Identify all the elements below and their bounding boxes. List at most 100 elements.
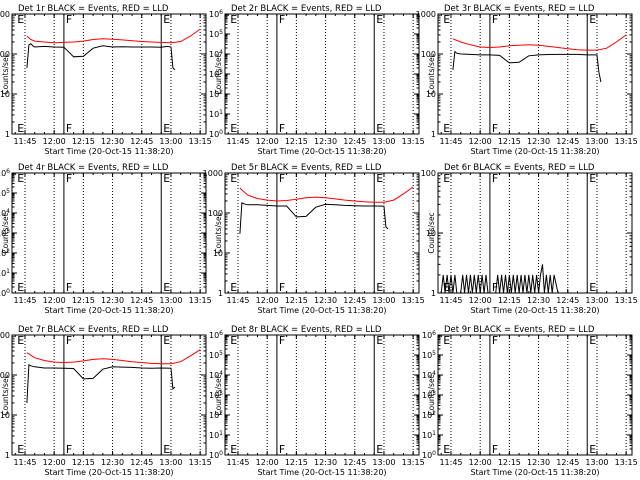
x-axis-label: Start Time (20-Oct-15 11:38:20) [44,468,173,477]
y-tick-label: 103 [209,69,223,79]
y-axis-label: Counts/sec [214,374,223,415]
lld-rate-line [26,28,201,44]
flag-marker-label: F [492,172,498,185]
panel-title: Det 1r BLACK = Events, RED = LLD [18,4,169,14]
panel-title: Det 7r BLACK = Events, RED = LLD [18,325,169,335]
flag-marker-label: F [492,281,498,294]
x-tick-label: 13:15 [615,296,638,305]
flag-marker-label: E [376,334,383,347]
y-tick-label: 105 [209,350,223,360]
x-tick-label: 13:15 [615,458,638,467]
x-tick-label: 13:00 [159,137,182,146]
y-tick-label: 106 [209,9,223,19]
y-tick-label: 100 [0,371,10,380]
x-tick-label: 12:15 [72,296,95,305]
x-tick-label: 13:00 [372,137,395,146]
y-axis-label: Counts/sec [1,374,10,415]
y-tick-label: 1 [218,289,223,298]
y-tick-label: 101 [209,430,223,440]
y-axis-label: Counts/sec [427,212,436,253]
x-tick-label: 13:15 [402,296,425,305]
lld-rate-line [26,349,201,365]
flag-marker-label: E [163,443,170,456]
x-tick-label: 11:45 [13,296,36,305]
events-rate-line [239,201,389,234]
y-tick-label: 100 [422,450,436,460]
flag-marker-label: E [17,172,24,185]
flag-marker-label: F [492,334,498,347]
y-tick-label: 105 [209,29,223,39]
x-tick-label: 12:45 [556,458,579,467]
flag-marker-label: E [163,281,170,294]
x-tick-label: 11:45 [439,137,462,146]
flag-marker-label: F [279,281,285,294]
y-tick-label: 100 [421,50,436,59]
x-tick-label: 13:00 [159,458,182,467]
x-tick-label: 11:45 [13,137,36,146]
x-tick-label: 12:00 [256,458,279,467]
y-tick-label: 10 [0,411,10,420]
y-tick-label: 10 [213,249,223,258]
flag-marker-label: F [66,122,72,135]
x-tick-label: 12:15 [285,296,308,305]
x-tick-label: 12:30 [101,458,124,467]
x-tick-label: 12:15 [498,458,521,467]
detector-panel: Det 8r BLACK = Events, RED = LLD Counts/s… [209,325,425,477]
y-tick-label: 100 [421,169,436,178]
y-axis-label: Counts/sec [214,212,223,253]
x-tick-label: 13:15 [402,458,425,467]
x-tick-label: 13:00 [585,458,608,467]
detector-panel: Det 1r BLACK = Events, RED = LLD Counts/s… [0,4,212,156]
flag-marker-label: E [230,172,237,185]
x-tick-label: 12:15 [285,137,308,146]
x-tick-label: 13:00 [372,458,395,467]
events-rate-line [452,50,602,83]
flag-marker-label: E [443,443,450,456]
flag-marker-label: E [589,443,596,456]
x-tick-label: 12:00 [43,137,66,146]
y-tick-label: 100 [208,209,223,218]
lld-rate-line [452,34,627,51]
y-tick-label: 1000 [0,331,10,340]
detector-panel: Det 6r BLACK = Events, RED = LLD Counts/s… [421,163,638,315]
flag-marker-label: E [589,172,596,185]
detector-panel: Det 3r BLACK = Events, RED = LLD Counts/s… [416,4,638,156]
x-tick-label: 12:45 [556,296,579,305]
y-tick-label: 100 [0,50,10,59]
flag-marker-label: E [17,122,24,135]
x-tick-label: 12:45 [343,296,366,305]
y-tick-label: 1000 [203,169,223,178]
y-tick-label: 105 [0,188,10,198]
detector-panel: Det 4r BLACK = Events, RED = LLD Counts/s… [0,163,212,315]
flag-marker-label: E [163,172,170,185]
flag-marker-label: E [376,281,383,294]
x-tick-label: 12:00 [256,296,279,305]
x-tick-label: 12:00 [43,296,66,305]
flag-marker-label: E [376,443,383,456]
x-axis-label: Start Time (20-Oct-15 11:38:20) [257,306,386,315]
flag-marker-label: F [279,172,285,185]
x-tick-label: 11:45 [226,137,249,146]
panel-title: Det 3r BLACK = Events, RED = LLD [444,4,595,14]
x-tick-label: 12:30 [314,137,337,146]
plot-frame [11,13,207,135]
flag-marker-label: E [443,13,450,26]
x-tick-label: 13:00 [159,296,182,305]
flag-marker-label: F [279,334,285,347]
x-tick-label: 12:00 [469,458,492,467]
panel-title: Det 9r BLACK = Events, RED = LLD [444,325,595,335]
x-tick-label: 11:45 [439,458,462,467]
x-tick-label: 12:30 [314,458,337,467]
y-tick-label: 1000 [0,10,10,19]
detector-panel: Det 9r BLACK = Events, RED = LLD Counts/s… [422,325,638,477]
y-tick-label: 106 [422,330,436,340]
y-tick-label: 100 [0,288,10,298]
y-tick-label: 102 [209,410,223,420]
y-tick-label: 10 [426,229,436,238]
x-tick-label: 12:45 [343,458,366,467]
x-tick-label: 13:00 [585,137,608,146]
x-tick-label: 12:30 [101,296,124,305]
x-tick-label: 12:30 [527,137,550,146]
flag-marker-label: E [443,281,450,294]
